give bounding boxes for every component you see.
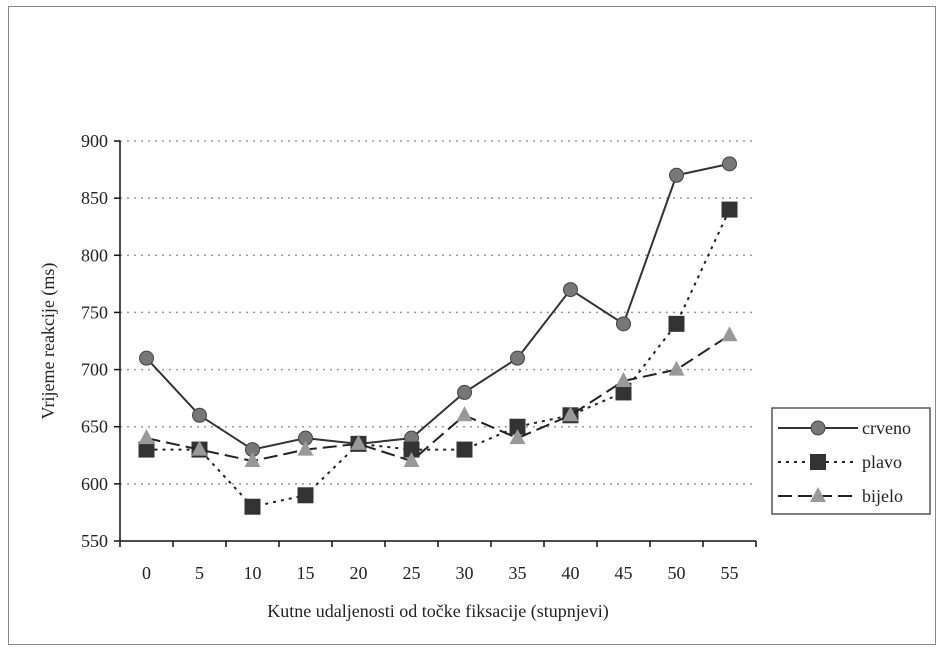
legend-marker	[810, 420, 826, 436]
legend-item: crveno	[778, 418, 911, 438]
x-tick-label: 50	[668, 563, 686, 583]
x-tick-label: 30	[456, 563, 474, 583]
data-point-plavo	[297, 487, 314, 504]
y-tick-label: 600	[81, 474, 108, 494]
data-point-bijelo	[668, 360, 685, 376]
data-point-bijelo	[297, 440, 314, 456]
data-point-bijelo	[191, 440, 208, 456]
data-point-plavo	[509, 418, 526, 435]
data-point-bijelo	[615, 372, 632, 387]
x-tick-label: 45	[615, 563, 633, 583]
data-point-bijelo	[403, 452, 420, 467]
data-point-plavo	[456, 441, 473, 458]
y-axis-title: Vrijeme reakcije (ms)	[38, 263, 59, 420]
series-group	[138, 156, 738, 515]
legend-marker	[810, 454, 826, 470]
x-tick-label: 55	[721, 563, 739, 583]
y-tick-labels: 550 600 650 700 750 800 850 900	[81, 131, 120, 551]
data-point-bijelo	[244, 452, 261, 467]
data-point-bijelo	[350, 434, 367, 450]
legend-marker	[810, 487, 826, 502]
series-line-plavo	[146, 209, 731, 508]
data-point-crveno	[722, 156, 737, 172]
data-point-plavo	[403, 441, 420, 458]
legend-label: bijelo	[862, 486, 903, 506]
data-point-bijelo	[509, 429, 526, 445]
x-tick-label: 20	[350, 563, 368, 583]
legend-item: plavo	[778, 452, 902, 472]
grid-lines	[120, 140, 756, 485]
data-point-crveno	[457, 384, 472, 400]
data-point-bijelo	[721, 326, 738, 342]
series-line-crveno	[145, 162, 730, 451]
legend-label: crveno	[862, 418, 911, 438]
y-tick-label: 750	[81, 302, 108, 322]
axes	[119, 141, 756, 542]
y-tick-label: 900	[81, 131, 108, 151]
x-tick-label: 15	[297, 563, 315, 583]
data-point-bijelo	[562, 406, 579, 422]
x-tick-label: 40	[562, 563, 580, 583]
data-point-crveno	[139, 350, 154, 366]
y-tick-label: 650	[81, 417, 108, 437]
y-tick-label: 700	[81, 360, 108, 380]
data-point-plavo	[721, 201, 738, 218]
series-line-bijelo	[146, 334, 731, 463]
data-point-plavo	[138, 441, 155, 458]
legend: crveno plavo bijelo	[771, 407, 931, 515]
data-point-plavo	[668, 315, 685, 332]
y-tick-label: 850	[81, 188, 108, 208]
legend-item: bijelo	[778, 486, 903, 506]
data-point-plavo	[615, 384, 632, 401]
series-plavo	[138, 201, 738, 515]
data-point-crveno	[669, 167, 684, 183]
series-bijelo	[138, 326, 738, 467]
x-tick-labels: 0 5 10 15 20 25 30 35 40 45 50 55	[119, 541, 757, 583]
chart-frame	[8, 6, 936, 645]
data-point-crveno	[563, 282, 578, 298]
x-tick-label: 5	[195, 563, 204, 583]
data-point-bijelo	[456, 406, 473, 422]
series-crveno	[139, 156, 737, 458]
data-point-crveno	[616, 316, 631, 332]
x-axis-title: Kutne udaljenosti od točke fiksacije (st…	[267, 601, 608, 622]
data-point-crveno	[510, 350, 525, 366]
data-point-bijelo	[138, 429, 155, 445]
legend-label: plavo	[862, 452, 902, 472]
x-tick-label: 25	[403, 563, 421, 583]
y-tick-label: 550	[81, 531, 108, 551]
x-tick-label: 10	[244, 563, 262, 583]
x-tick-label: 35	[509, 563, 527, 583]
y-tick-label: 800	[81, 245, 108, 265]
data-point-crveno	[192, 407, 207, 423]
x-tick-label: 0	[142, 563, 151, 583]
data-point-plavo	[244, 498, 261, 515]
